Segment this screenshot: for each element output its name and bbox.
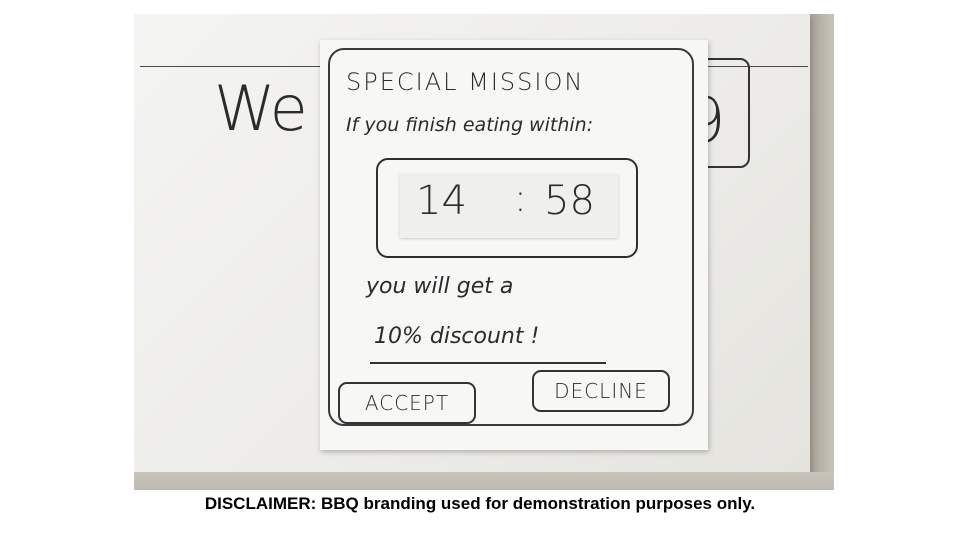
timer-display	[400, 174, 618, 238]
board-bottom-edge	[134, 472, 834, 490]
modal-title: SPECIAL MISSION	[346, 68, 585, 96]
reward-text-line2: 10% discount !	[374, 324, 540, 349]
welcome-heading: We	[214, 72, 308, 145]
reward-text-line1: you will get a	[366, 274, 514, 299]
modal-frame	[328, 48, 694, 426]
prototype-photo: We 9 SPECIAL MISSION If you finish eatin…	[134, 14, 834, 490]
special-mission-modal: SPECIAL MISSION If you finish eating wit…	[320, 40, 708, 450]
timer-frame	[376, 158, 638, 258]
board-side-shadow	[810, 14, 834, 490]
whiteboard-screen: We 9 SPECIAL MISSION If you finish eatin…	[134, 14, 810, 482]
decline-button[interactable]: DECLINE	[532, 370, 670, 412]
timer-colon: :	[514, 176, 527, 220]
accept-button[interactable]: ACCEPT	[338, 382, 476, 424]
timer-minutes: 14	[416, 178, 467, 224]
modal-subtitle: If you finish eating within:	[346, 114, 594, 136]
disclaimer-text: DISCLAIMER: BBQ branding used for demons…	[204, 494, 756, 513]
reward-underline	[370, 362, 606, 364]
timer-seconds: 58	[544, 178, 595, 224]
